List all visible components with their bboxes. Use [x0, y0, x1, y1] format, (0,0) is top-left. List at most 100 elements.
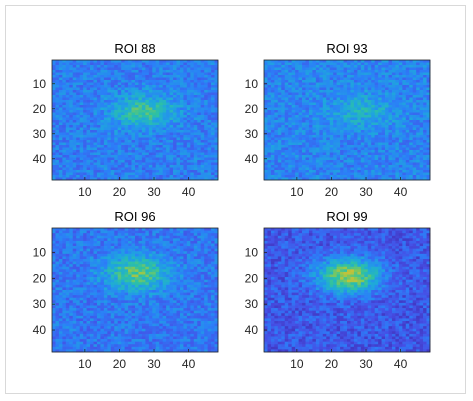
heatmap-cell	[100, 240, 105, 244]
heatmap-cell	[395, 100, 400, 103]
heatmap-cell	[117, 170, 122, 173]
heatmap-cell	[350, 75, 355, 78]
heatmap-cell	[381, 145, 386, 148]
heatmap-cell	[291, 125, 296, 128]
heatmap-cell	[312, 105, 317, 108]
heatmap-cell	[374, 122, 379, 126]
heatmap-cell	[336, 62, 341, 66]
heatmap-cell	[281, 135, 286, 138]
heatmap-cell	[270, 80, 275, 83]
heatmap-cell	[277, 142, 282, 146]
heatmap-cell	[305, 77, 310, 81]
heatmap-cell	[121, 72, 125, 76]
heatmap-cell	[145, 122, 150, 126]
heatmap-cell	[207, 145, 212, 148]
heatmap-cell	[350, 130, 355, 133]
heatmap-cell	[336, 132, 341, 136]
heatmap-cell	[391, 150, 396, 153]
heatmap-cell	[193, 122, 198, 126]
heatmap-cell	[343, 110, 348, 113]
heatmap-cell	[423, 85, 427, 88]
heatmap-cell	[326, 120, 331, 123]
heatmap-cell	[204, 160, 208, 163]
heatmap-cell	[416, 77, 420, 81]
heatmap-cell	[343, 90, 348, 93]
heatmap-cell	[100, 117, 105, 121]
heatmap-cell	[128, 87, 132, 91]
heatmap-cell	[305, 120, 310, 123]
heatmap-cell	[193, 130, 198, 133]
heatmap-cell	[385, 122, 389, 126]
heatmap-cell	[138, 82, 143, 86]
heatmap-cell	[371, 150, 376, 153]
heatmap-cell	[117, 233, 122, 237]
heatmap-cell	[135, 75, 139, 78]
heatmap-cell	[357, 77, 362, 81]
heatmap-cell	[395, 167, 400, 171]
heatmap-cell	[207, 105, 212, 108]
heatmap-cell	[145, 115, 150, 118]
heatmap-cell	[214, 65, 219, 68]
heatmap-cell	[267, 95, 272, 98]
heatmap-cell	[169, 172, 174, 176]
heatmap-cell	[173, 135, 177, 138]
heatmap-cell	[388, 72, 393, 76]
heatmap-cell	[291, 137, 296, 141]
heatmap-cell	[302, 100, 306, 103]
heatmap-cell	[173, 115, 177, 118]
heatmap-cell	[103, 60, 108, 63]
heatmap-cell	[381, 127, 386, 131]
heatmap-cell	[274, 177, 279, 181]
heatmap-cell	[200, 135, 205, 138]
heatmap-cell	[381, 140, 386, 143]
heatmap-cell	[100, 127, 105, 131]
heatmap-cell	[350, 97, 355, 101]
heatmap-cell	[65, 92, 70, 96]
heatmap-cell	[131, 172, 136, 176]
heatmap-cell	[385, 177, 389, 181]
heatmap-cell	[308, 102, 313, 106]
heatmap-cell	[90, 162, 94, 166]
heatmap-cell	[190, 170, 195, 173]
heatmap-cell	[419, 95, 424, 98]
heatmap-cell	[381, 75, 386, 78]
heatmap-cell	[315, 97, 320, 101]
heatmap-cell	[405, 147, 410, 151]
heatmap-cell	[378, 92, 382, 96]
heatmap-cell	[416, 60, 420, 63]
heatmap-cell	[385, 92, 389, 96]
heatmap-cell	[62, 77, 67, 81]
heatmap-cell	[76, 120, 81, 123]
heatmap-cell	[90, 233, 94, 237]
heatmap-cell	[295, 107, 299, 111]
heatmap-cell	[288, 90, 293, 93]
heatmap-cell	[281, 137, 286, 141]
heatmap-cell	[183, 102, 188, 106]
heatmap-cell	[360, 92, 365, 96]
heatmap-cell	[419, 147, 424, 151]
heatmap-cell	[162, 105, 167, 108]
heatmap-cell	[79, 97, 84, 101]
heatmap-cell	[55, 172, 60, 176]
heatmap-cell	[190, 235, 195, 239]
heatmap-cell	[145, 77, 150, 81]
heatmap-cell	[186, 243, 191, 247]
heatmap-cell	[357, 130, 362, 133]
heatmap-cell	[284, 135, 289, 138]
heatmap-cell	[322, 70, 327, 73]
heatmap-cell	[72, 122, 77, 126]
heatmap-cell	[211, 105, 215, 108]
heatmap-cell	[96, 122, 101, 126]
heatmap-cell	[305, 140, 310, 143]
heatmap-cell	[419, 72, 424, 76]
heatmap-cell	[90, 140, 94, 143]
heatmap-cell	[58, 117, 63, 121]
heatmap-cell	[155, 243, 160, 247]
heatmap-cell	[176, 110, 181, 113]
heatmap-cell	[385, 140, 389, 143]
heatmap-cell	[270, 60, 275, 63]
heatmap-cell	[395, 107, 400, 111]
heatmap-cell	[267, 145, 272, 148]
heatmap-cell	[79, 72, 84, 76]
heatmap-cell	[169, 240, 174, 244]
